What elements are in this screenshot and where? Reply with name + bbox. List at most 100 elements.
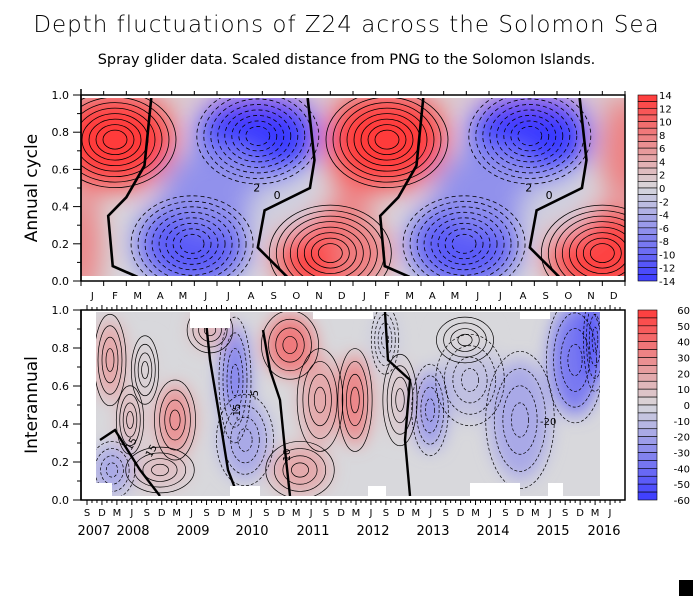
annual-x-tick-label: S [270,291,276,302]
interannual-heatmap [96,312,601,496]
interannual-contour [273,448,327,492]
annual-colorbar-swatch [637,194,658,202]
interannual-x-tick-label: M [113,508,122,519]
interannual-contour [591,326,599,354]
annual-contour [245,126,271,146]
interannual-contour [222,332,248,428]
interannual-contour [282,336,298,354]
annual-contour [81,102,163,178]
annual-colorbar-swatch [637,134,658,142]
annual-x-tick-label: A [520,291,527,302]
interannual-year-label: 2009 [176,524,209,539]
annual-contour [303,232,357,275]
annual-colorbar-swatch [637,220,658,229]
annual-contour [482,98,578,174]
interannual-x-tick-label: J [608,508,612,519]
interannual-contour [96,313,127,407]
annual-x-tick-label: D [338,291,346,302]
interannual-contour [291,462,309,478]
interannual-colorbar: 60 50 40 30 20 10 0 -10 -20 -30 -40 -50 -60 [637,306,690,507]
annual-colorbar-label: 14 [659,91,672,102]
interannual-contour [130,335,160,405]
annual-cycle-panel: 0.0 0.2 0.4 0.6 0.8 1.0 J F M A M J J A S O N D J F M A M J J A S… [22,89,675,302]
annual-contour [289,221,371,276]
annual-x-tick-label: M [405,291,414,302]
interannual-contour [275,327,305,363]
interannual-contour [443,322,487,358]
annual-heatmap [81,98,625,276]
interannual-year-label: 2013 [416,524,449,539]
interannual-colorbar-swatch [637,373,658,382]
missing-data-region [190,311,230,328]
interannual-contour [230,363,240,397]
interannual-colorbar-swatch [637,420,658,430]
interannual-colorbar-swatch [637,325,658,335]
missing-data-region [470,483,520,499]
annual-colorbar: 14 12 10 8 6 4 2 0 -2 -4 -6 -8 -10 -12 -14 [637,91,675,288]
interannual-x-tick-label: J [129,508,133,519]
interannual-x-tick-label: D [218,508,226,519]
annual-x-tick-label: A [248,291,255,302]
annual-contour [582,237,622,269]
interannual-contour [105,348,115,372]
interannual-contour-label: -5 [250,390,261,400]
interannual-contour [268,318,312,372]
interannual-contour [154,379,196,461]
annual-contour [158,217,226,271]
missing-data-region [368,486,386,499]
interannual-colorbar-swatch [637,380,658,390]
interannual-year-label: 2011 [296,524,329,539]
annual-contour-label: 0 [274,189,281,202]
annual-contour [339,102,435,178]
interannual-contour [457,333,473,347]
interannual-colorbar-swatch [637,460,658,469]
annual-contour [102,129,128,150]
interannual-contour [261,312,319,380]
interannual-contour [125,446,195,494]
annual-contour [95,124,135,156]
interannual-colorbar-swatch [637,475,658,485]
annual-contour [137,200,247,276]
annual-colorbar-label: 0 [659,184,665,195]
interannual-x-tick-label: J [309,508,313,519]
interannual-x-tick-label: M [352,508,361,519]
annual-contour [296,226,364,276]
interannual-colorbar-label: -20 [674,433,690,444]
chart-subtitle: Spray glider data. Scaled distance from … [97,52,596,68]
interannual-contour [223,405,267,475]
interannual-x-tick-label: D [98,508,106,519]
annual-x-tick-label: J [203,291,207,302]
interannual-year-label: 2015 [536,524,569,539]
annual-contour [130,195,254,276]
annual-contour [210,98,306,174]
annual-colorbar-label: 12 [659,104,672,115]
annual-zero-contour [256,98,316,276]
annual-colorbar-label: 4 [659,157,665,168]
annual-negative-anomaly [434,148,544,228]
interannual-x-tick-label: M [411,508,420,519]
annual-colorbar-swatch [637,187,658,195]
interannual-x-tick-label: J [548,508,552,519]
interannual-x-tick-label: J [428,508,432,519]
interannual-contour [216,393,274,487]
interannual-x-tick-label: S [203,508,209,519]
interannual-colorbar-label: -10 [674,417,690,428]
interannual-contour [560,328,590,392]
interannual-contour [443,345,497,415]
annual-colorbar-label: -10 [659,250,675,261]
interannual-contour [282,455,318,485]
annual-contour [268,204,392,276]
annual-x-tick-label: O [564,291,572,302]
interannual-positive-anomaly [157,385,193,455]
annual-x-tick-label: D [610,291,618,302]
annual-colorbar-label: 2 [659,171,665,182]
annual-colorbar-label: 10 [659,118,672,129]
annual-contour [444,228,484,260]
interannual-colorbar-swatch [637,341,658,350]
chart-title: Depth fluctuations of Z24 across the Sol… [33,12,660,38]
annual-colorbar-swatch [637,227,658,235]
interannual-x-tick-label: D [517,508,525,519]
interannual-x-tick-label: J [488,508,492,519]
interannual-contour [122,402,138,438]
